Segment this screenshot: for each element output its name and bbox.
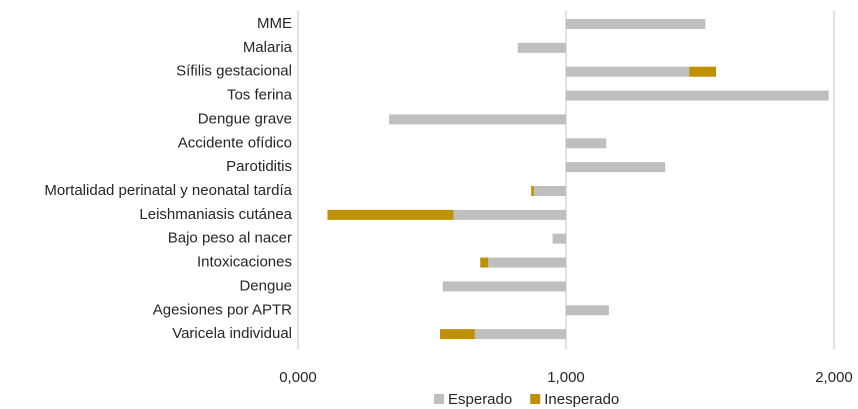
y-tick-label: Intoxicaciones xyxy=(197,254,292,271)
legend-swatch xyxy=(434,394,444,404)
bar-segment xyxy=(566,162,666,173)
y-tick-label: Dengue xyxy=(239,277,292,294)
y-tick-label: Dengue grave xyxy=(198,110,292,127)
y-tick-label: Malaria xyxy=(243,39,293,56)
bar-segment xyxy=(389,114,566,125)
bar-segment xyxy=(533,186,566,196)
y-tick-label: Parotiditis xyxy=(226,158,292,175)
y-tick-label: Varicela individual xyxy=(172,325,292,342)
legend-swatch xyxy=(530,394,541,404)
bar-segment xyxy=(480,257,489,268)
bar-segment xyxy=(566,90,829,101)
bar-segment xyxy=(442,281,566,292)
y-tick-label: Mortalidad perinatal y neonatal tardía xyxy=(44,182,292,199)
bar-segment xyxy=(327,209,454,220)
bar-segment xyxy=(552,233,566,244)
legend-label: Inesperado xyxy=(544,391,619,408)
y-tick-label: MME xyxy=(257,15,292,32)
y-tick-label: Sífilis gestacional xyxy=(176,63,292,80)
bar-segment xyxy=(566,66,690,77)
bar-segment xyxy=(440,329,475,340)
y-tick-label: Bajo peso al nacer xyxy=(168,230,292,247)
bar-segment xyxy=(566,305,609,316)
bar-segment xyxy=(531,186,534,196)
y-tick-label: Agesiones por APTR xyxy=(153,301,292,318)
x-tick-label: 2,000 xyxy=(815,369,853,386)
bar-segment xyxy=(566,138,607,149)
bar-segment xyxy=(689,66,717,77)
bar-segment xyxy=(517,42,566,53)
x-tick-label: 0,000 xyxy=(279,369,317,386)
bar-segment xyxy=(474,329,566,340)
bar-segment xyxy=(488,257,566,268)
x-tick-label: 1,000 xyxy=(547,369,585,386)
y-tick-label: Leishmaniasis cutánea xyxy=(139,206,292,223)
bar-segment xyxy=(453,209,566,220)
y-tick-label: Accidente ofídico xyxy=(178,134,292,151)
y-tick-label: Tos ferina xyxy=(227,87,293,104)
legend-label: Esperado xyxy=(448,391,512,408)
bar-segment xyxy=(566,19,706,29)
